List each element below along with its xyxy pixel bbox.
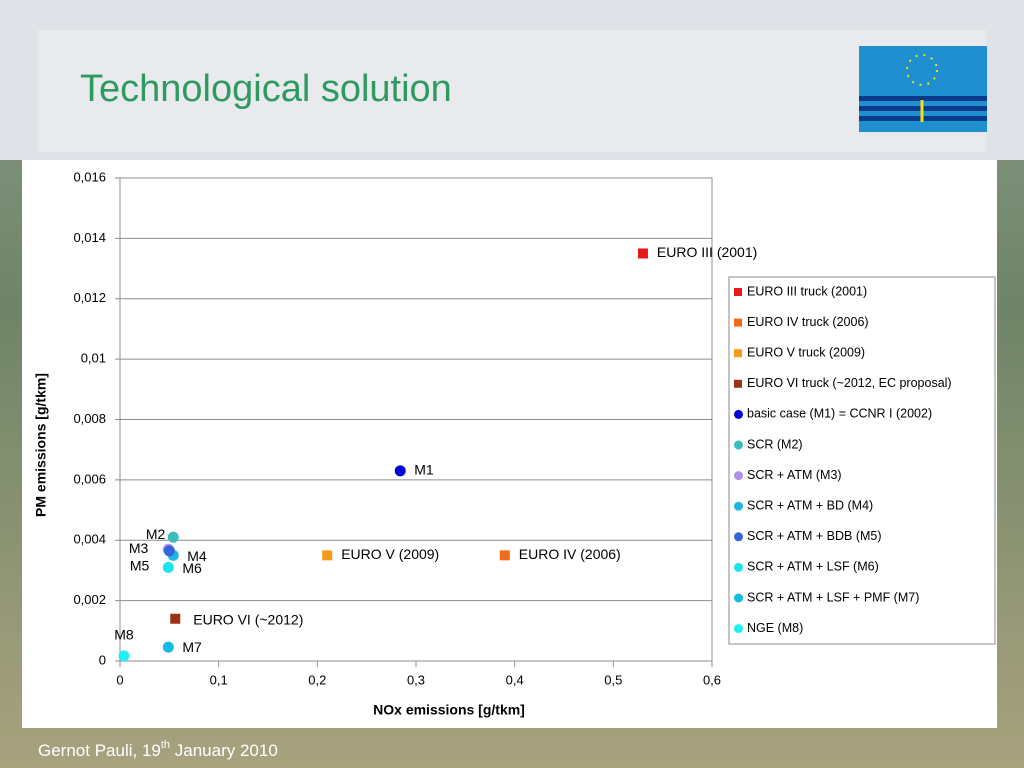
legend-label: SCR + ATM + LSF + PMF (M7) bbox=[747, 590, 919, 604]
point bbox=[394, 465, 406, 477]
point bbox=[163, 545, 175, 557]
y-tick-label: 0,004 bbox=[73, 532, 106, 547]
footer-text2: January 2010 bbox=[170, 741, 278, 760]
legend-label: NGE (M8) bbox=[747, 621, 803, 635]
footer-text: Gernot Pauli, 19 bbox=[38, 741, 161, 760]
point-label: M4 bbox=[187, 548, 207, 564]
footer: Gernot Pauli, 19th January 2010 bbox=[38, 739, 278, 761]
x-tick-label: 0,3 bbox=[407, 672, 425, 687]
title-panel bbox=[38, 30, 986, 152]
legend-label: EURO VI truck (~2012, EC proposal) bbox=[747, 376, 952, 390]
y-tick-label: 0,01 bbox=[81, 351, 106, 366]
legend-label: SCR + ATM + BDB (M5) bbox=[747, 529, 882, 543]
legend-label: SCR + ATM (M3) bbox=[747, 468, 842, 482]
point-label: EURO III (2001) bbox=[657, 244, 757, 260]
point bbox=[499, 550, 510, 561]
y-axis-title: PM emissions [g/tkm] bbox=[33, 373, 49, 517]
y-tick-label: 0,012 bbox=[73, 290, 106, 305]
x-axis-title: NOx emissions [g/tkm] bbox=[373, 702, 525, 718]
slide-title: Technological solution bbox=[80, 68, 452, 110]
legend-label: SCR + ATM + BD (M4) bbox=[747, 498, 873, 512]
flag bbox=[859, 46, 987, 132]
legend-label: SCR (M2) bbox=[747, 437, 803, 451]
legend-marker bbox=[734, 288, 742, 296]
legend-label: basic case (M1) = CCNR I (2002) bbox=[747, 407, 932, 421]
legend-marker bbox=[734, 593, 743, 603]
legend-marker bbox=[734, 562, 743, 572]
legend-box bbox=[728, 276, 996, 645]
y-tick-label: 0 bbox=[99, 652, 106, 667]
x-tick-label: 0,5 bbox=[604, 672, 622, 687]
legend-marker bbox=[734, 440, 743, 450]
x-tick-label: 0,2 bbox=[308, 672, 326, 687]
legend-marker bbox=[734, 379, 742, 388]
point-label: M7 bbox=[182, 639, 202, 655]
legend-label: EURO IV truck (2006) bbox=[747, 315, 869, 329]
point bbox=[162, 641, 174, 653]
legend-label: EURO III truck (2001) bbox=[747, 284, 867, 298]
legend-marker bbox=[734, 501, 743, 511]
point bbox=[162, 561, 174, 573]
point-label: M3 bbox=[129, 540, 149, 556]
point-label: M6 bbox=[182, 560, 202, 576]
legend-marker bbox=[734, 409, 743, 419]
y-tick-label: 0,016 bbox=[73, 169, 106, 184]
legend-label: SCR + ATM + LSF (M6) bbox=[747, 560, 879, 574]
legend-label: EURO V truck (2009) bbox=[747, 345, 865, 359]
y-tick-label: 0,008 bbox=[73, 411, 106, 426]
legend-marker bbox=[734, 471, 743, 481]
y-tick-label: 0,014 bbox=[73, 230, 106, 245]
x-tick-label: 0,1 bbox=[210, 672, 228, 687]
point bbox=[170, 613, 181, 624]
point bbox=[637, 248, 648, 259]
point-label: EURO V (2009) bbox=[341, 546, 439, 562]
point-label: M1 bbox=[414, 462, 434, 478]
point-label: M8 bbox=[114, 627, 134, 643]
point-label: M2 bbox=[146, 526, 166, 542]
point-label: M5 bbox=[130, 558, 150, 574]
footer-sup: th bbox=[161, 739, 170, 751]
y-tick-label: 0,006 bbox=[73, 471, 106, 486]
y-tick-label: 0,002 bbox=[73, 592, 106, 607]
legend-marker bbox=[734, 349, 742, 358]
legend-marker bbox=[734, 532, 743, 542]
point-label: EURO VI (~2012) bbox=[193, 611, 303, 627]
point bbox=[167, 531, 179, 543]
x-tick-label: 0,4 bbox=[506, 672, 524, 687]
point-label: EURO IV (2006) bbox=[519, 546, 621, 562]
legend-marker bbox=[734, 624, 743, 634]
x-tick-label: 0 bbox=[116, 672, 123, 687]
legend-marker bbox=[734, 318, 742, 327]
point bbox=[118, 650, 130, 662]
x-tick-label: 0,6 bbox=[703, 672, 721, 687]
point bbox=[322, 550, 333, 561]
